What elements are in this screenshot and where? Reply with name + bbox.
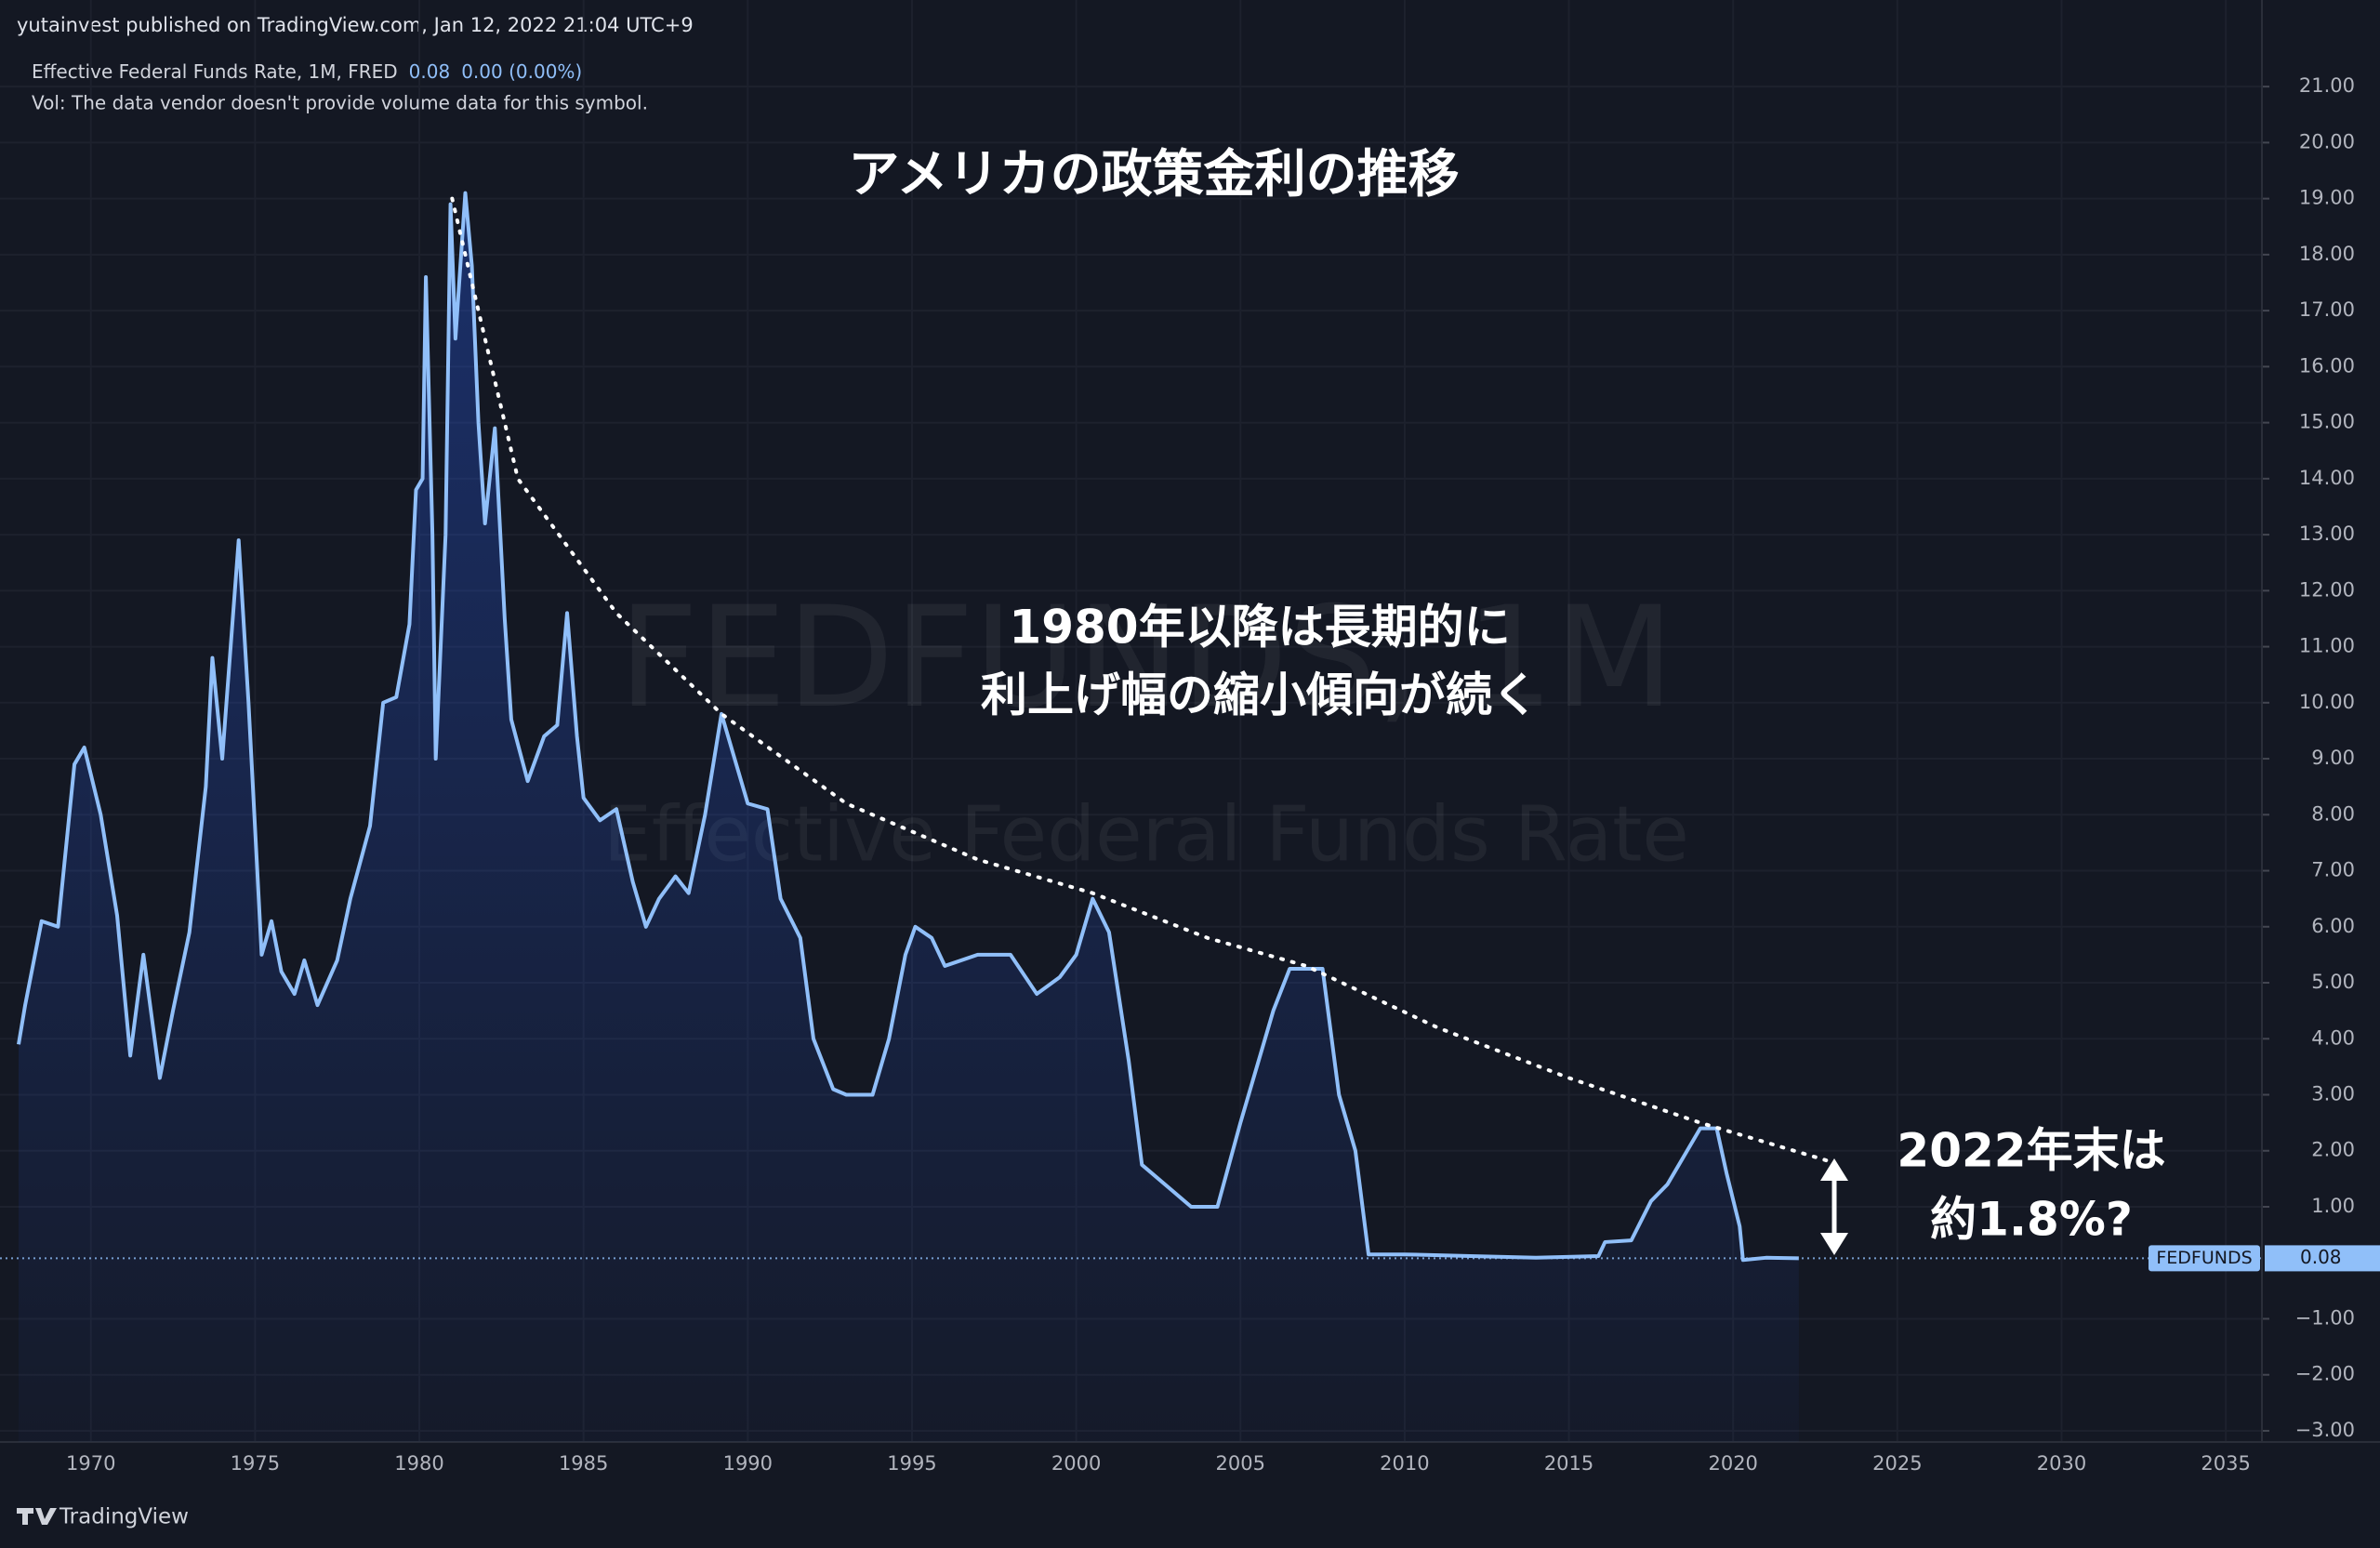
area-fill bbox=[19, 192, 1799, 1442]
x-tick-label: 1985 bbox=[559, 1452, 608, 1475]
plot: 1970 1975 1980 1985 1990 1995 2000 2005 2010 2015… bbox=[0, 0, 2380, 1475]
x-tick-label: 2030 bbox=[2037, 1452, 2086, 1475]
y-tick-label: 14.00 bbox=[2299, 467, 2355, 489]
arrow-head bbox=[1820, 1158, 1848, 1181]
symbol-label: FEDFUNDS bbox=[2156, 1248, 2252, 1268]
legend-value: 0.08 bbox=[409, 60, 451, 83]
x-tick-label: 1980 bbox=[394, 1452, 443, 1475]
x-tick-label: 2035 bbox=[2201, 1452, 2250, 1475]
y-tick-label: 5.00 bbox=[2311, 971, 2355, 993]
x-tick-label: 1970 bbox=[66, 1452, 115, 1475]
y-tick-label: 10.00 bbox=[2299, 691, 2355, 713]
x-tick-label: 2025 bbox=[1872, 1452, 1922, 1475]
published-note: yutainvest published on TradingView.com,… bbox=[17, 14, 694, 36]
y-tick-label: 16.00 bbox=[2299, 354, 2355, 377]
y-tick-label: 12.00 bbox=[2299, 578, 2355, 601]
y-tick-label: −2.00 bbox=[2295, 1363, 2355, 1385]
logo: TradingView bbox=[17, 1505, 189, 1529]
brand: TradingView bbox=[59, 1505, 189, 1529]
x-tick-label: 1975 bbox=[231, 1452, 280, 1475]
y-tick-label: 19.00 bbox=[2299, 187, 2355, 209]
y-tick-label: −3.00 bbox=[2295, 1419, 2355, 1441]
y-tick-label: 20.00 bbox=[2299, 130, 2355, 152]
watermark: FEDFUNDS, 1M bbox=[618, 577, 1674, 739]
price-label-box bbox=[2265, 1245, 2380, 1272]
y-tick-label: 17.00 bbox=[2299, 298, 2355, 321]
y-tick-label: 18.00 bbox=[2299, 243, 2355, 265]
annotation: 1980年以降は長期的に bbox=[1009, 601, 1510, 655]
chart-title: アメリカの政策金利の推移 bbox=[848, 144, 1459, 204]
legend: Effective Federal Funds Rate, 1M, FRED 0.… bbox=[32, 60, 582, 83]
y-tick-label: 3.00 bbox=[2311, 1083, 2355, 1105]
y-tick-label: 1.00 bbox=[2311, 1195, 2355, 1217]
legend-change: 0.00 (0.00%) bbox=[461, 60, 582, 83]
line bbox=[17, 191, 1799, 1263]
symbol-label-box bbox=[2149, 1245, 2260, 1272]
x-tick-label: 1995 bbox=[887, 1452, 936, 1475]
x-tick-label: 2020 bbox=[1708, 1452, 1757, 1475]
y-tick-label: 15.00 bbox=[2299, 411, 2355, 433]
y-tick-label: 2.00 bbox=[2311, 1139, 2355, 1161]
price-label: 0.08 bbox=[2300, 1246, 2342, 1268]
watermark: Effective Federal Funds Rate bbox=[603, 790, 1689, 879]
y-tick-label: 8.00 bbox=[2311, 802, 2355, 825]
logo-mark bbox=[17, 1508, 57, 1525]
y-tick-label: 4.00 bbox=[2311, 1026, 2355, 1049]
y-tick-label: 13.00 bbox=[2299, 523, 2355, 545]
y-tick-label: 6.00 bbox=[2311, 915, 2355, 937]
trend-line bbox=[450, 196, 1834, 1164]
annotation: 利上げ幅の縮小傾向が続く bbox=[981, 668, 1539, 722]
arrow bbox=[1820, 1158, 1848, 1255]
x-tick-label: 2000 bbox=[1051, 1452, 1101, 1475]
y-tick-label: 7.00 bbox=[2311, 859, 2355, 881]
x-tick-label: 2005 bbox=[1216, 1452, 1265, 1475]
y-tick-label: −1.00 bbox=[2295, 1306, 2355, 1329]
x-tick-label: 2015 bbox=[1544, 1452, 1593, 1475]
x-tick-label: 2010 bbox=[1380, 1452, 1429, 1475]
x-tick-label: 1990 bbox=[723, 1452, 773, 1475]
arrow-head bbox=[1820, 1233, 1848, 1255]
legend-name: Effective Federal Funds Rate, 1M, FRED bbox=[32, 60, 398, 83]
y-tick-label: 11.00 bbox=[2299, 635, 2355, 657]
y-tick-label: 9.00 bbox=[2311, 747, 2355, 769]
y-tick-label: 21.00 bbox=[2299, 74, 2355, 97]
annotation: 約1.8%? bbox=[1930, 1193, 2133, 1247]
annotation: 2022年末は bbox=[1897, 1124, 2165, 1178]
volume-note: Vol: The data vendor doesn't provide vol… bbox=[32, 92, 648, 114]
